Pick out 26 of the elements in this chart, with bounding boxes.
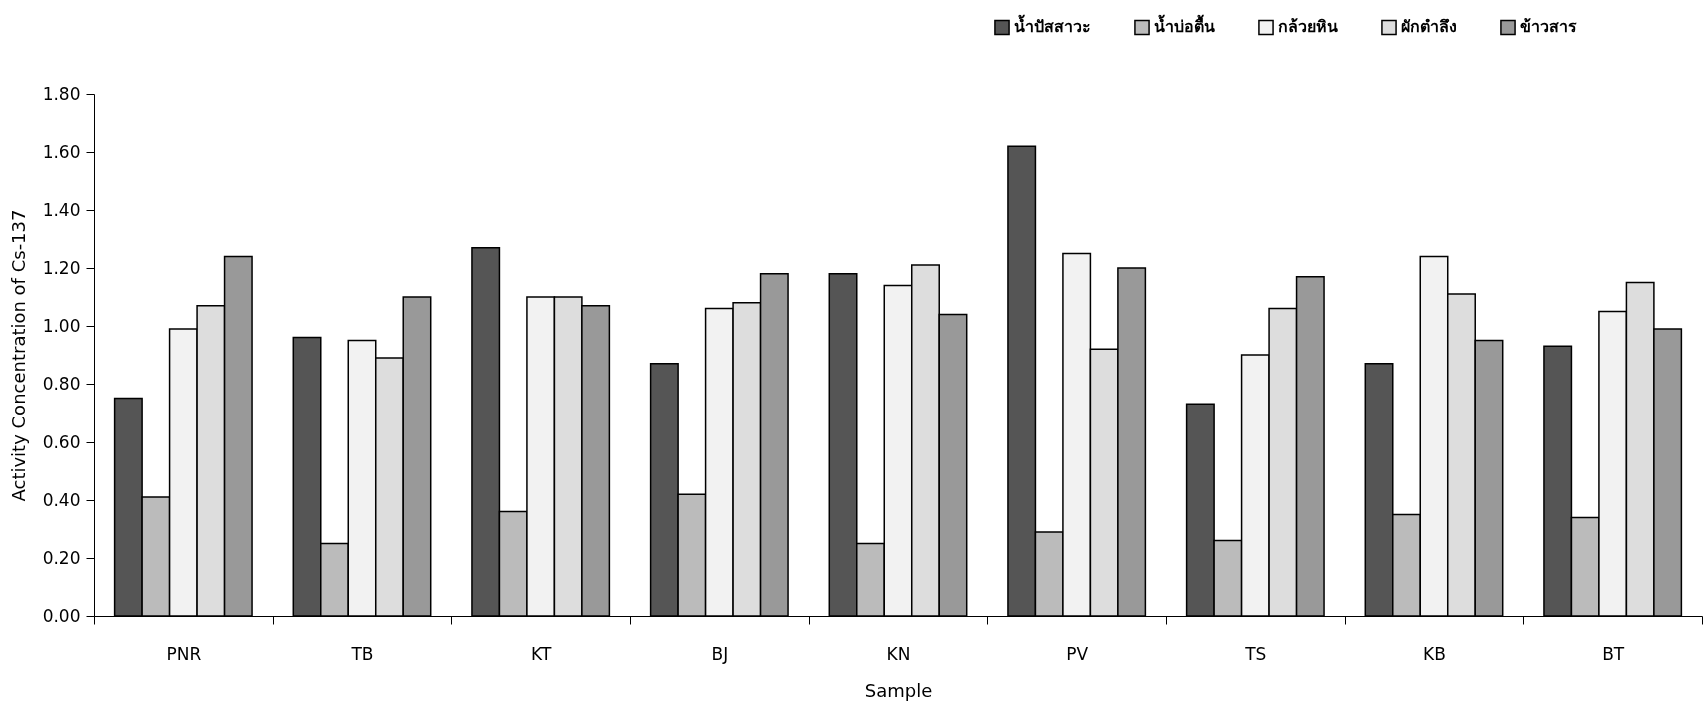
x-tick-label: TS xyxy=(1244,643,1267,664)
legend-label: ผักตำลึง xyxy=(1401,17,1457,37)
x-tick-label: KT xyxy=(531,643,552,664)
x-tick-label: BJ xyxy=(711,643,729,664)
y-tick-label: 0.00 xyxy=(42,605,81,626)
y-tick-label: 0.60 xyxy=(42,431,81,452)
legend-label: น้ำปัสสาวะ xyxy=(1014,14,1091,37)
legend-label: น้ำบ่อตื้น xyxy=(1154,14,1215,37)
x-tick-label: PV xyxy=(1066,643,1089,664)
legend-label: ข้าวสาร xyxy=(1520,17,1577,37)
x-tick-label: TB xyxy=(350,643,374,664)
x-tick-label: KB xyxy=(1423,643,1446,664)
legend-label: กล้วยหิน xyxy=(1278,17,1338,37)
y-tick-label: 1.40 xyxy=(42,199,81,220)
y-tick-label: 1.20 xyxy=(42,257,81,278)
y-tick-label: 1.80 xyxy=(42,83,81,104)
y-tick-label: 1.60 xyxy=(42,141,81,162)
y-tick-label: 0.80 xyxy=(42,373,81,394)
x-axis-title: Sample xyxy=(864,679,933,701)
x-tick-label: PNR xyxy=(166,643,202,664)
y-tick-label: 0.20 xyxy=(42,547,81,568)
y-tick-label: 0.40 xyxy=(42,489,81,510)
x-tick-label: BT xyxy=(1602,643,1625,664)
x-tick-label: KN xyxy=(886,643,911,664)
y-axis-title: Activity Concentration of Cs-137 xyxy=(7,209,29,502)
y-tick-label: 1.00 xyxy=(42,315,81,336)
